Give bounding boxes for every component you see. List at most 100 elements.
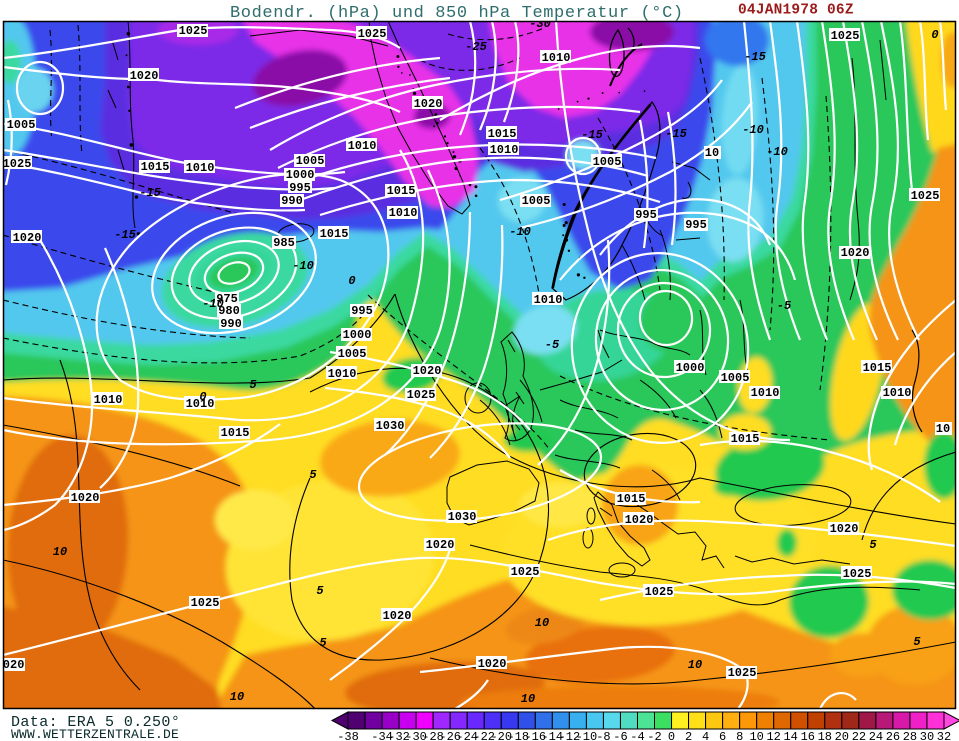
svg-text:1015: 1015 [617, 492, 646, 506]
svg-text:1025: 1025 [511, 565, 540, 579]
svg-text:975: 975 [216, 292, 238, 306]
svg-text:04JAN1978 06Z: 04JAN1978 06Z [738, 3, 854, 19]
svg-text:24: 24 [869, 730, 883, 741]
svg-text:985: 985 [273, 236, 295, 250]
svg-text:-5: -5 [545, 338, 560, 352]
svg-text:32: 32 [937, 730, 951, 741]
svg-text:-16: -16 [524, 730, 546, 741]
svg-text:1020: 1020 [0, 658, 24, 672]
svg-text:6: 6 [719, 730, 726, 741]
svg-text:1015: 1015 [387, 184, 416, 198]
svg-text:990: 990 [281, 194, 303, 208]
svg-text:5: 5 [316, 584, 324, 598]
svg-text:-10: -10 [292, 259, 314, 273]
svg-text:1010: 1010 [348, 139, 377, 153]
svg-text:1010: 1010 [751, 386, 780, 400]
svg-text:5: 5 [913, 635, 921, 649]
svg-text:-15: -15 [581, 128, 603, 142]
svg-text:Bodendr. (hPa) und 850 hPa Tem: Bodendr. (hPa) und 850 hPa Temperatur (°… [230, 4, 684, 23]
svg-text:18: 18 [818, 730, 832, 741]
svg-text:1025: 1025 [728, 666, 757, 680]
svg-text:30: 30 [920, 730, 934, 741]
svg-text:1025: 1025 [843, 567, 872, 581]
svg-text:Data: ERA 5 0.250°: Data: ERA 5 0.250° [11, 714, 180, 731]
svg-text:-15: -15 [744, 50, 766, 64]
svg-text:1005: 1005 [721, 371, 750, 385]
svg-text:1015: 1015 [731, 432, 760, 446]
svg-text:10: 10 [53, 545, 67, 559]
svg-text:-24: -24 [456, 730, 478, 741]
svg-text:-4: -4 [630, 730, 644, 741]
svg-text:1025: 1025 [645, 585, 674, 599]
svg-text:5: 5 [319, 636, 327, 650]
svg-text:-5: -5 [777, 299, 792, 313]
svg-text:WWW.WETTERZENTRALE.DE: WWW.WETTERZENTRALE.DE [11, 727, 179, 741]
svg-text:1010: 1010 [534, 293, 563, 307]
svg-text:12: 12 [766, 730, 780, 741]
svg-text:2: 2 [685, 730, 692, 741]
svg-text:20: 20 [835, 730, 849, 741]
svg-text:10: 10 [749, 730, 763, 741]
svg-text:1010: 1010 [389, 206, 418, 220]
svg-text:-26: -26 [439, 730, 461, 741]
svg-text:1010: 1010 [883, 386, 912, 400]
svg-text:1020: 1020 [830, 522, 859, 536]
svg-text:1020: 1020 [130, 69, 159, 83]
svg-text:1025: 1025 [191, 596, 220, 610]
svg-text:-32: -32 [388, 730, 410, 741]
svg-text:-34: -34 [371, 730, 393, 741]
svg-text:-8: -8 [596, 730, 610, 741]
svg-text:1010: 1010 [186, 397, 215, 411]
svg-text:-18: -18 [507, 730, 529, 741]
svg-text:1000: 1000 [343, 328, 372, 342]
svg-text:-38: -38 [337, 730, 359, 741]
svg-text:4: 4 [702, 730, 709, 741]
svg-text:-25: -25 [465, 40, 487, 54]
svg-text:5: 5 [869, 538, 877, 552]
svg-text:1000: 1000 [676, 361, 705, 375]
svg-text:1025: 1025 [831, 29, 860, 43]
svg-text:-30: -30 [405, 730, 427, 741]
svg-text:1025: 1025 [179, 24, 208, 38]
svg-text:1020: 1020 [478, 657, 507, 671]
svg-text:10: 10 [936, 422, 950, 436]
svg-text:1025: 1025 [407, 388, 436, 402]
svg-text:-14: -14 [541, 730, 563, 741]
svg-text:1005: 1005 [338, 347, 367, 361]
svg-text:-15: -15 [665, 127, 687, 141]
svg-text:1020: 1020 [625, 513, 654, 527]
svg-text:1010: 1010 [328, 367, 357, 381]
svg-text:0: 0 [199, 390, 206, 404]
svg-text:-28: -28 [422, 730, 444, 741]
svg-text:1005: 1005 [296, 154, 325, 168]
svg-text:995: 995 [351, 304, 373, 318]
svg-text:-12: -12 [559, 730, 581, 741]
svg-text:1015: 1015 [221, 426, 250, 440]
svg-text:990: 990 [220, 317, 242, 331]
svg-text:1010: 1010 [490, 143, 519, 157]
svg-text:1015: 1015 [863, 361, 892, 375]
svg-text:-10: -10 [576, 730, 598, 741]
svg-text:14: 14 [783, 730, 797, 741]
svg-text:1020: 1020 [426, 538, 455, 552]
svg-text:1025: 1025 [911, 189, 940, 203]
svg-text:995: 995 [685, 218, 707, 232]
svg-text:1020: 1020 [413, 364, 442, 378]
svg-text:1025: 1025 [3, 157, 32, 171]
svg-text:1010: 1010 [186, 161, 215, 175]
svg-text:1015: 1015 [141, 160, 170, 174]
svg-text:995: 995 [635, 208, 657, 222]
svg-text:0: 0 [348, 274, 355, 288]
svg-text:1010: 1010 [542, 51, 571, 65]
svg-text:1030: 1030 [376, 419, 405, 433]
svg-text:10: 10 [688, 658, 702, 672]
svg-text:1025: 1025 [358, 27, 387, 41]
svg-text:28: 28 [903, 730, 917, 741]
svg-text:5: 5 [249, 378, 257, 392]
svg-text:-15: -15 [139, 186, 161, 200]
svg-text:1020: 1020 [414, 97, 443, 111]
svg-text:1020: 1020 [841, 246, 870, 260]
svg-text:-10: -10 [766, 145, 788, 159]
svg-text:1015: 1015 [320, 227, 349, 241]
svg-text:1005: 1005 [522, 194, 551, 208]
